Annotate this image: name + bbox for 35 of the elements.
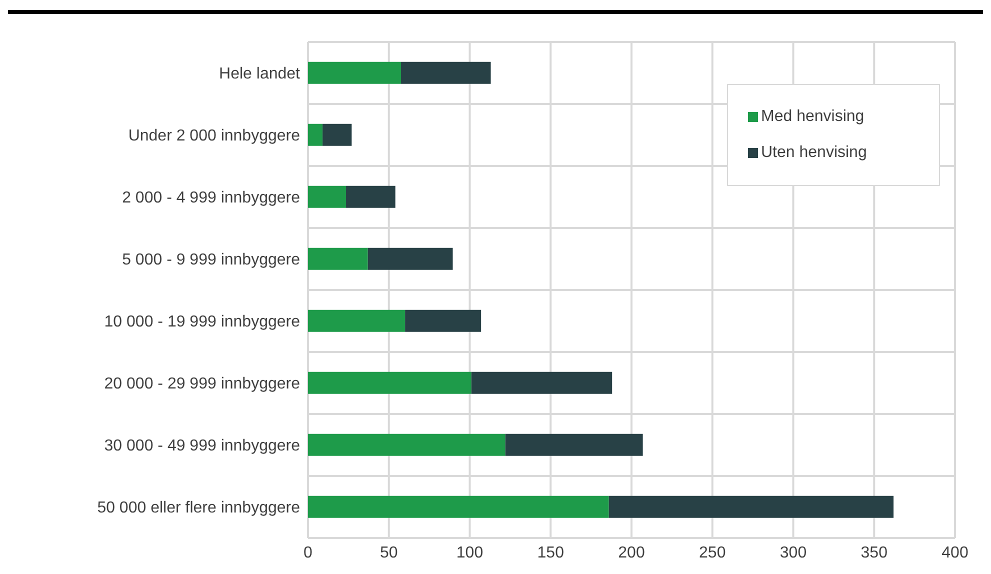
legend-label: Uten henvising xyxy=(761,144,867,162)
bar xyxy=(401,62,491,84)
y-tick-label: 10 000 - 19 999 innbyggere xyxy=(104,314,300,331)
x-tick-label: 0 xyxy=(304,544,313,562)
x-tick-label: 250 xyxy=(699,544,726,562)
bar xyxy=(308,434,506,456)
x-tick-label: 150 xyxy=(537,544,564,562)
bar xyxy=(308,124,323,146)
x-tick-label: 350 xyxy=(860,544,888,562)
y-tick-label: 5 000 - 9 999 innbyggere xyxy=(122,252,300,269)
bar xyxy=(308,62,402,84)
bar xyxy=(505,434,643,456)
y-tick-label: 50 000 eller flere innbyggere xyxy=(97,500,300,517)
bar xyxy=(368,248,453,270)
bar xyxy=(346,186,396,208)
bar xyxy=(308,496,609,518)
x-tick-label: 100 xyxy=(456,544,484,562)
bar xyxy=(308,186,346,208)
y-tick-label: Under 2 000 innbyggere xyxy=(128,128,300,145)
bar xyxy=(308,372,472,394)
y-tick-label: 20 000 - 29 999 innbyggere xyxy=(104,376,300,393)
x-tick-label: 400 xyxy=(942,544,968,562)
y-tick-label: 30 000 - 49 999 innbyggere xyxy=(104,438,300,455)
bar xyxy=(608,496,894,518)
y-tick-label: 2 000 - 4 999 innbyggere xyxy=(122,190,300,207)
legend-label: Med henvising xyxy=(761,108,864,126)
y-tick-label: Hele landet xyxy=(219,66,301,83)
bar xyxy=(308,248,368,270)
bar xyxy=(322,124,352,146)
x-tick-label: 300 xyxy=(780,544,807,562)
bar xyxy=(471,372,612,394)
x-tick-label: 50 xyxy=(380,544,398,562)
bar xyxy=(308,310,406,332)
bar xyxy=(405,310,482,332)
x-tick-label: 200 xyxy=(618,544,645,562)
